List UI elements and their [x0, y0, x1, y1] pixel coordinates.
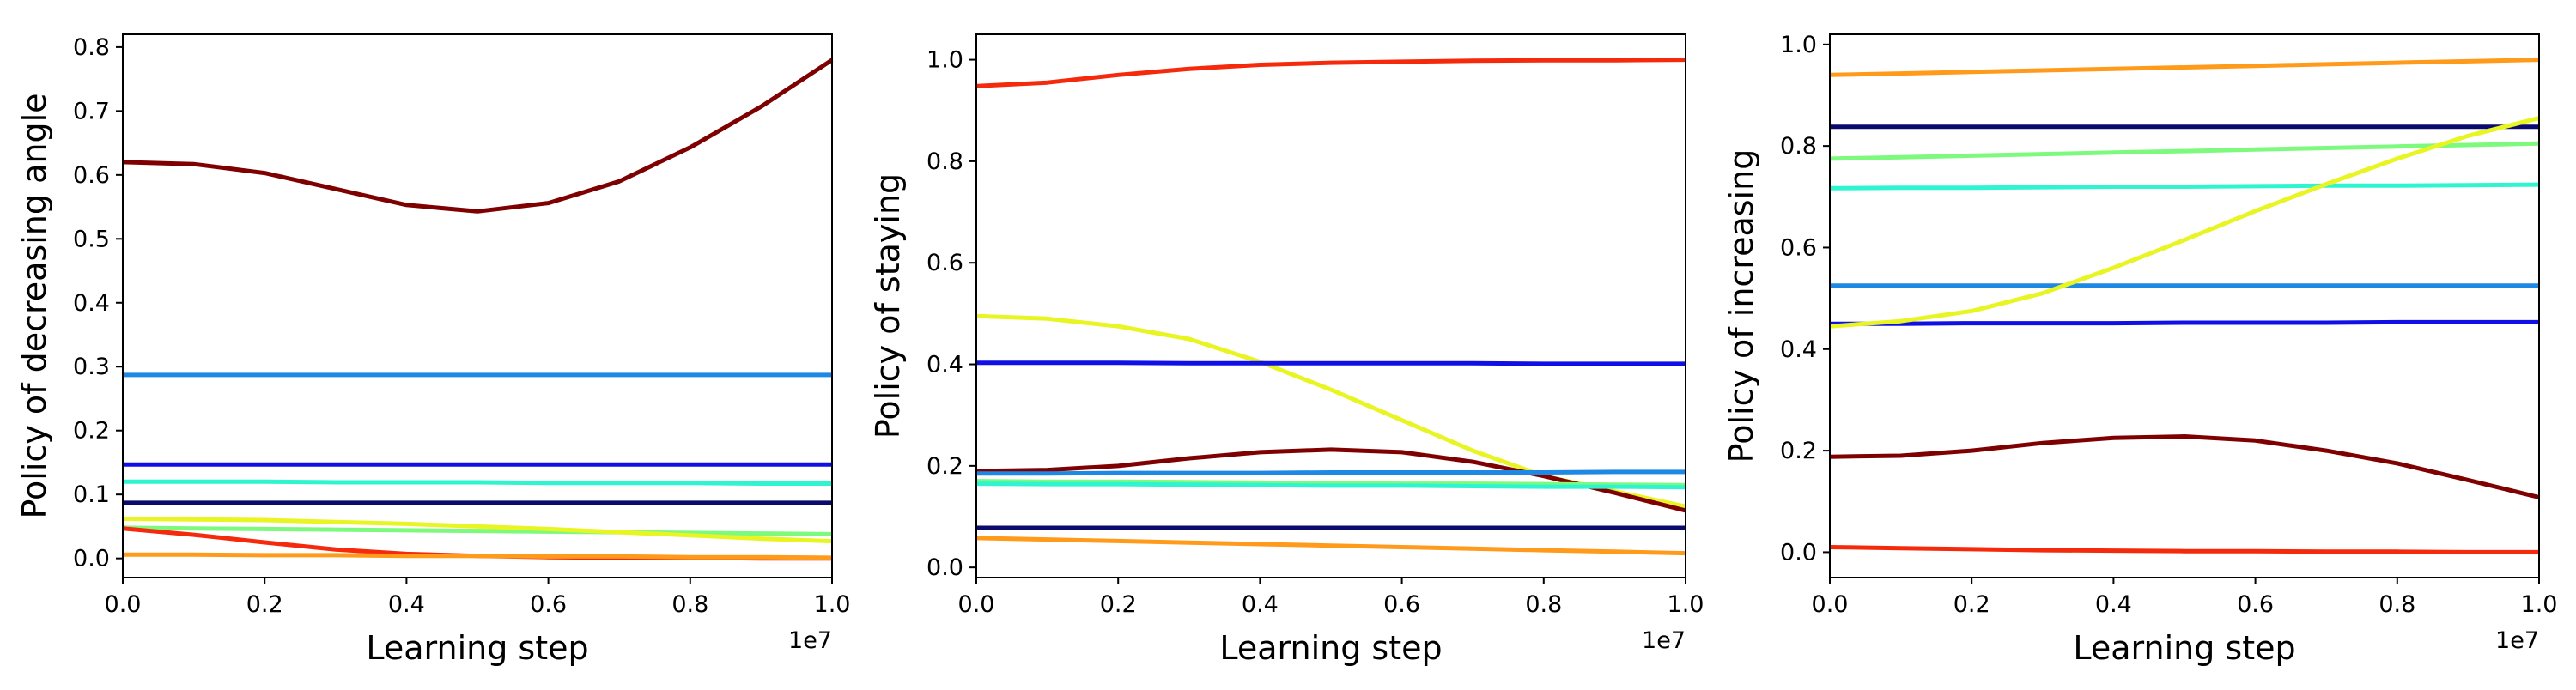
y-tick-label: 0.1 [73, 481, 110, 508]
y-tick-label: 0.7 [73, 98, 110, 124]
series-line-4 [1829, 182, 2540, 191]
x-tick-label: 0.8 [2379, 591, 2415, 618]
chart-panel-3: 0.0 0.2 0.4 0.6 0.8 1.0 0.0 0.2 0.4 0.6 0.8 1.0 Lear… [1722, 32, 2557, 667]
series-line-4 [123, 479, 832, 486]
x-tick-label: 1.0 [814, 591, 851, 618]
x-tick-label: 0.2 [1953, 591, 1990, 618]
x-tick-label: 0.8 [671, 591, 708, 618]
y-tick-label: 0.3 [73, 354, 110, 380]
series-line-3 [976, 360, 1686, 366]
series-line-1 [122, 58, 834, 214]
series-line-5 [976, 469, 1686, 476]
x-offset-label: 1e7 [788, 627, 832, 654]
y-tick-label: 0.8 [73, 34, 110, 61]
chart-panel-1: 0.0 0.2 0.4 0.6 0.8 1.0 0.0 0.1 0.2 0.3 0.4 0.5 0.6 0… [15, 33, 851, 667]
series-line-6 [122, 525, 833, 536]
y-tick-label: 0.4 [1780, 336, 1817, 363]
x-tick-label: 0.0 [105, 591, 142, 618]
y-tick-label: 1.0 [1780, 32, 1817, 58]
y-axis-label: Policy of decreasing angle [15, 93, 53, 518]
y-tick-label: 0.5 [73, 226, 110, 252]
y-tick-label: 0.8 [927, 148, 963, 175]
series-line-6 [975, 479, 1686, 487]
series-line-1 [975, 58, 1686, 88]
y-tick-label: 0.2 [73, 418, 110, 445]
series-line-9 [1829, 545, 2539, 554]
y-tick-label: 0.4 [927, 352, 963, 378]
series-line-9 [975, 536, 1686, 556]
x-tick-label: 0.6 [1383, 591, 1420, 618]
x-tick-label: 0.0 [958, 591, 995, 618]
y-tick-label: 0.6 [73, 162, 110, 189]
x-tick-label: 0.4 [388, 591, 425, 618]
x-tick-label: 0.6 [2237, 591, 2274, 618]
y-tick-label: 0.6 [1780, 234, 1817, 261]
series-line-8 [1829, 434, 2540, 499]
series-line-1 [1829, 58, 2540, 77]
y-tick-label: 0.8 [1780, 133, 1817, 160]
y-tick-label: 0.6 [927, 250, 963, 276]
x-offset-label: 1e7 [2495, 627, 2539, 654]
x-axis-label: Learning step [366, 629, 588, 667]
series-line-3 [1829, 141, 2540, 161]
y-tick-label: 0.4 [73, 290, 110, 317]
x-tick-label: 0.4 [2095, 591, 2132, 618]
x-axis-label: Learning step [2073, 629, 2295, 667]
y-tick-label: 0.0 [73, 546, 110, 572]
series-line-7 [1829, 116, 2540, 329]
x-tick-label: 0.8 [1525, 591, 1562, 618]
x-tick-label: 0.4 [1242, 591, 1279, 618]
y-tick-label: 0.0 [1780, 539, 1817, 566]
series-line-4 [975, 447, 1686, 513]
series-line-7 [975, 481, 1686, 490]
x-axis-label: Learning step [1219, 629, 1442, 667]
y-tick-label: 1.0 [927, 47, 963, 74]
series-line-2 [975, 313, 1686, 509]
x-tick-label: 0.6 [530, 591, 567, 618]
series-line-6 [1830, 319, 2539, 326]
chart-panel-2: 0.0 0.2 0.4 0.6 0.8 1.0 0.0 0.2 0.4 0.6 0.8 1.0 Lear… [869, 33, 1704, 667]
plot-frame [1829, 33, 2540, 578]
x-tick-label: 1.0 [2521, 591, 2558, 618]
x-tick-label: 0.2 [1100, 591, 1137, 618]
y-tick-label: 0.0 [927, 554, 963, 581]
x-tick-label: 1.0 [1668, 591, 1704, 618]
series-line-9 [123, 552, 833, 560]
plot-frame [975, 33, 1686, 578]
x-offset-label: 1e7 [1642, 627, 1686, 654]
y-tick-label: 0.2 [1780, 438, 1817, 464]
x-tick-label: 0.0 [1812, 591, 1849, 618]
y-axis-label: Policy of increasing [1722, 149, 1760, 463]
x-tick-label: 0.2 [246, 591, 283, 618]
plot-frame [122, 33, 833, 578]
series-line-7 [122, 517, 833, 544]
y-axis-label: Policy of staying [869, 173, 907, 439]
y-tick-label: 0.2 [927, 453, 963, 480]
